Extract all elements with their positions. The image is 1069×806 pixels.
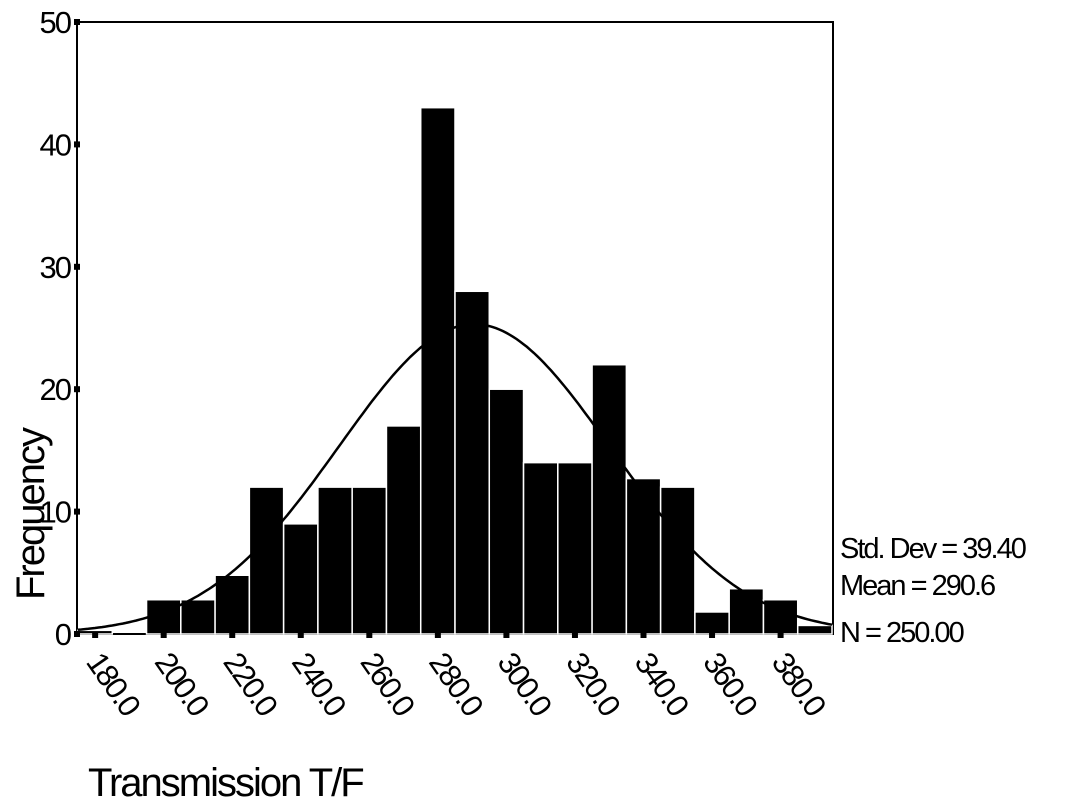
y-tick-mark <box>74 141 80 148</box>
x-tick-label: 280.0 <box>422 646 490 723</box>
histogram-bar <box>694 611 730 635</box>
y-tick-mark <box>74 19 80 25</box>
x-tick-mark <box>503 632 510 638</box>
y-axis-title: Frequency <box>9 427 53 600</box>
x-tick-label: 340.0 <box>628 646 696 723</box>
histogram-bar <box>385 425 422 635</box>
x-axis: 180.0 200.0 220.0 240.0 260.0 280.0 300.0 320.0… <box>79 632 833 723</box>
histogram-bar <box>728 587 765 635</box>
x-tick-mark <box>434 632 441 638</box>
histogram-bar <box>351 486 388 635</box>
y-tick-label: 20 <box>40 372 72 407</box>
y-tick-mark <box>74 508 80 515</box>
y-tick-label: 30 <box>40 250 72 285</box>
x-tick-label: 240.0 <box>285 646 353 723</box>
x-tick-label: 360.0 <box>696 646 764 723</box>
y-tick-label: 50 <box>40 5 72 40</box>
x-tick-mark <box>709 632 716 638</box>
x-tick-mark <box>229 632 236 638</box>
histogram-bar <box>419 106 456 635</box>
histogram-bar <box>625 477 662 635</box>
y-tick-mark <box>74 263 80 270</box>
x-tick-mark <box>640 632 647 638</box>
stat-n: N = 250.00 <box>840 617 964 649</box>
x-tick-mark <box>297 632 304 638</box>
x-tick-label: 220.0 <box>216 646 284 723</box>
x-tick-label: 320.0 <box>559 646 627 723</box>
histogram-bar <box>796 624 833 635</box>
histogram-bar <box>488 388 525 635</box>
y-tick-label: 0 <box>55 617 72 652</box>
x-axis-title: Transmission T/F <box>88 761 363 805</box>
x-tick-label: 260.0 <box>354 646 422 723</box>
x-tick-label: 300.0 <box>491 646 559 723</box>
x-tick-mark <box>366 632 373 638</box>
statistics-legend: Std. Dev = 39.40 Mean = 290.6 N = 250.00 <box>840 533 1028 649</box>
histogram-bar <box>591 363 628 635</box>
histogram-bar <box>282 523 319 635</box>
normal-distribution-curve <box>77 322 833 632</box>
y-tick-label: 10 <box>40 495 72 530</box>
histogram-bar <box>522 461 559 635</box>
histogram-bar <box>248 486 285 635</box>
x-tick-mark <box>571 632 578 638</box>
histogram-bar <box>454 290 491 635</box>
y-tick-mark <box>74 386 80 393</box>
y-tick-mark <box>74 631 80 637</box>
histogram-bar <box>659 486 696 635</box>
x-tick-label: 200.0 <box>148 646 216 723</box>
stat-mean: Mean = 290.6 <box>840 570 995 602</box>
x-tick-mark <box>92 632 99 638</box>
histogram-bar <box>180 598 216 635</box>
x-tick-mark <box>777 632 784 638</box>
x-tick-mark <box>160 632 167 638</box>
histogram-bar <box>317 486 353 635</box>
histogram-bar <box>214 574 251 635</box>
x-tick-label: 380.0 <box>765 646 833 723</box>
histogram-bar <box>557 461 593 635</box>
stat-std-dev: Std. Dev = 39.40 <box>840 533 1026 565</box>
histogram-bars <box>77 106 833 635</box>
y-axis: 0 10 20 30 40 50 <box>40 5 80 652</box>
y-tick-label: 40 <box>40 127 72 162</box>
x-tick-label: 180.0 <box>79 646 147 723</box>
